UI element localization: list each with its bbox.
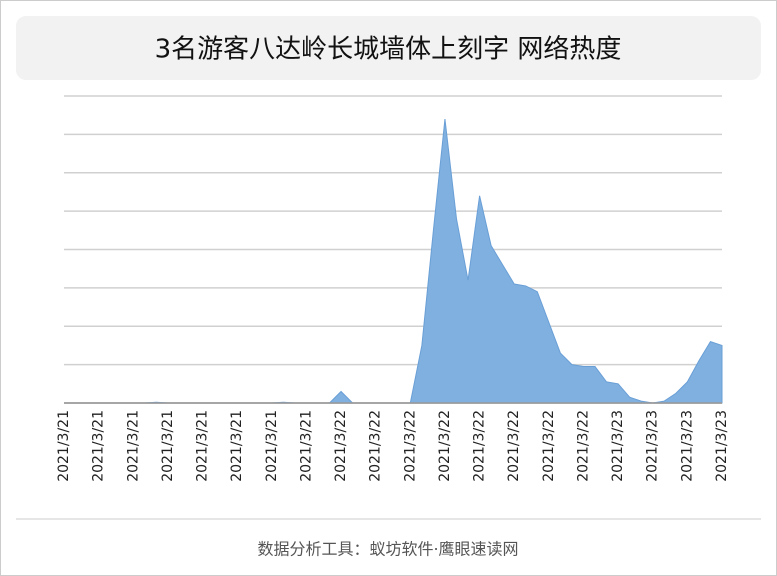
- chart-title: 3名游客八达岭长城墙体上刻字 网络热度: [155, 35, 622, 65]
- x-tick-label: 2021/3/21: [264, 410, 280, 482]
- x-tick-label: 2021/3/22: [506, 410, 522, 482]
- x-tick-label: 2021/3/21: [160, 410, 176, 482]
- x-tick-label: 2021/3/22: [575, 410, 591, 482]
- x-tick-label: 2021/3/21: [195, 410, 211, 482]
- x-tick-label: 2021/3/22: [472, 410, 488, 482]
- x-tick-label: 2021/3/21: [229, 410, 245, 482]
- x-tick-label: 2021/3/23: [714, 410, 730, 482]
- x-tick-label: 2021/3/23: [610, 410, 626, 482]
- footer: 数据分析工具：蚁坊软件·鹰眼速读网: [257, 540, 518, 559]
- x-tick-label: 2021/3/21: [56, 410, 72, 482]
- x-tick-label: 2021/3/21: [125, 410, 141, 482]
- x-tick-label: 2021/3/22: [541, 410, 557, 482]
- x-tick-label: 2021/3/22: [437, 410, 453, 482]
- x-tick-label: 2021/3/21: [91, 410, 107, 482]
- x-tick-label: 2021/3/22: [402, 410, 418, 482]
- x-tick-label: 2021/3/21: [298, 410, 314, 482]
- x-tick-label: 2021/3/23: [645, 410, 661, 482]
- x-tick-label: 2021/3/23: [679, 410, 695, 482]
- x-tick-label: 2021/3/22: [368, 410, 384, 482]
- title-box: [16, 16, 761, 80]
- x-tick-label: 2021/3/22: [333, 410, 349, 482]
